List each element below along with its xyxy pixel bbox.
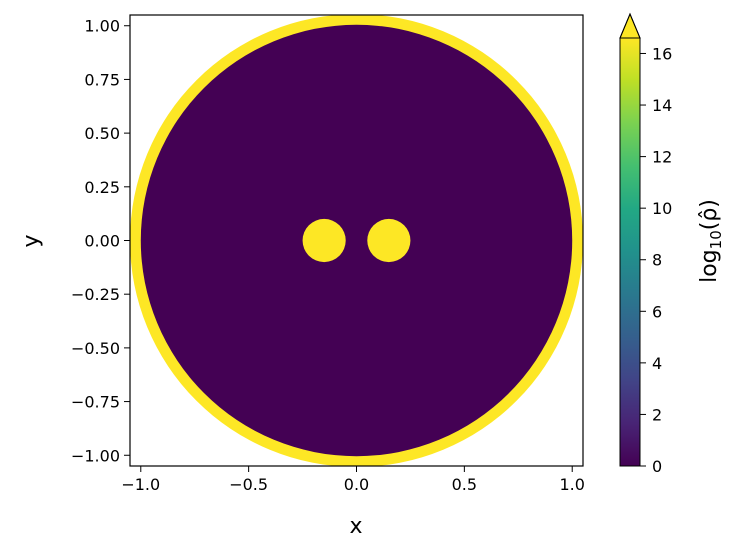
colorbar-gradient: [620, 38, 640, 466]
colorbar-label-arg: (ρ̂): [697, 199, 722, 230]
y-tick-label: −0.25: [71, 285, 120, 304]
region-1-disk: [140, 24, 573, 457]
y-tick-label: 0.50: [84, 124, 120, 143]
colorbar-tick-label: 14: [652, 96, 672, 115]
region-2-disk: [302, 218, 346, 263]
y-axis-label: y: [19, 234, 44, 247]
x-axis-label: x: [349, 514, 362, 539]
colorbar-tick-label: 12: [652, 148, 672, 167]
colorbar-outline: [619, 12, 641, 467]
y-axis-ticks: 1.00 0.75 0.50 0.25 0.00 −0.25 −0.50 −0.75 −1.00: [71, 17, 130, 465]
y-tick-label: 0.00: [84, 232, 120, 251]
colorbar-tick-label: 4: [652, 354, 662, 373]
colorbar-label: log10(ρ̂): [697, 199, 725, 283]
y-tick-label: 0.25: [84, 178, 120, 197]
colorbar-tick-label: 0: [652, 457, 662, 476]
colorbar-tick-label: 6: [652, 302, 662, 321]
heatmap-regions: [130, 15, 583, 466]
colorbar-tick-label: 16: [652, 44, 672, 63]
x-tick-label: 0.5: [452, 475, 477, 494]
x-tick-label: −1.0: [121, 475, 160, 494]
y-tick-label: 1.00: [84, 17, 120, 36]
colorbar-extend-max: [619, 12, 641, 39]
x-tick-label: 0.0: [344, 475, 369, 494]
y-tick-label: −1.00: [71, 446, 120, 465]
colorbar-tick-label: 10: [652, 199, 672, 218]
y-tick-label: −0.75: [71, 393, 120, 412]
colorbar-tick-label: 2: [652, 405, 662, 424]
y-tick-label: −0.50: [71, 339, 120, 358]
x-tick-label: 1.0: [559, 475, 584, 494]
colorbar-ticks: 0 2 4 6 8 10 12 14 16: [640, 44, 672, 476]
colorbar-label-base: log: [697, 249, 722, 283]
colorbar-tick-label: 8: [652, 251, 662, 270]
x-tick-label: −0.5: [229, 475, 268, 494]
x-axis-ticks: −1.0 −0.5 0.0 0.5 1.0: [121, 466, 585, 494]
region-3-disk: [367, 218, 411, 263]
y-tick-label: 0.75: [84, 70, 120, 89]
colorbar-label-sub: 10: [707, 230, 725, 249]
